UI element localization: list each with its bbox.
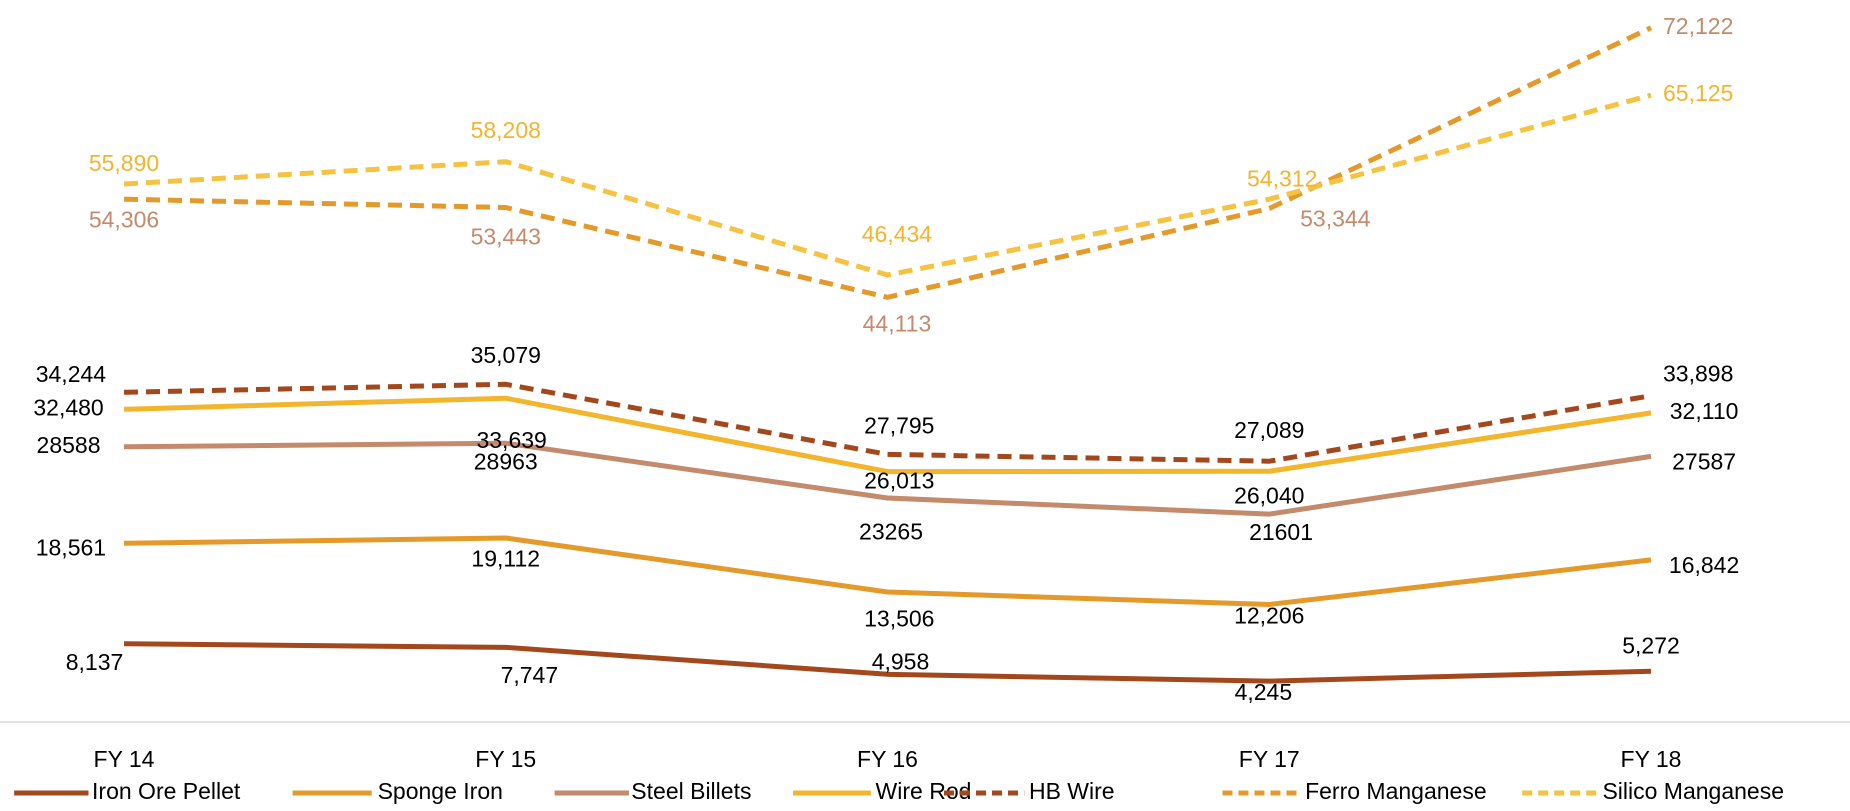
data-label: 26,013 [864,467,934,493]
data-label: 27,795 [864,412,934,438]
x-tick-label: FY 18 [1621,746,1682,772]
data-label: 32,480 [33,394,103,420]
data-label: 5,272 [1622,633,1680,659]
x-tick-label: FY 14 [94,746,155,772]
data-label: 4,958 [872,649,930,675]
data-label: 53,344 [1300,205,1371,231]
data-label: 58,208 [471,117,541,143]
series-line [123,535,1652,607]
data-label: 32,110 [1670,398,1739,424]
legend-label: Iron Ore Pellet [92,778,241,804]
data-label: 46,434 [862,221,933,247]
data-label: 27587 [1672,449,1736,475]
data-label: 65,125 [1663,80,1733,106]
data-label: 8,137 [66,649,124,675]
data-label: 16,842 [1669,552,1739,578]
data-label: 53,443 [471,223,541,249]
data-label: 27,089 [1234,417,1304,443]
legend-label: Steel Billets [631,778,751,804]
data-label: 54,312 [1247,165,1317,191]
series-line [123,25,1653,300]
data-label: 55,890 [89,150,159,176]
data-label: 13,506 [864,605,934,631]
series-line [123,381,1652,464]
data-label: 21601 [1249,519,1313,545]
data-label: 28588 [37,432,101,458]
data-label: 54,306 [89,207,159,233]
data-label: 33,898 [1663,361,1733,387]
legend-label: Ferro Manganese [1305,778,1487,804]
data-label: 7,747 [501,662,559,688]
data-label: 33,639 [476,427,546,453]
series-line [123,641,1652,684]
data-label: 34,244 [36,361,107,387]
legend-label: Sponge Iron [378,778,503,804]
data-label: 26,040 [1234,482,1304,508]
data-label: 12,206 [1234,603,1304,629]
x-tick-label: FY 16 [857,746,918,772]
series-line [123,440,1652,517]
legend-label: HB Wire [1029,778,1115,804]
data-label: 35,079 [471,342,541,368]
data-label: 23265 [859,519,923,545]
series-line [123,92,1652,278]
legend-label: Wire Rod [876,778,972,804]
data-label: 18,561 [36,534,106,560]
legend-label: Silico Manganese [1602,778,1784,804]
data-label: 72,122 [1663,13,1733,39]
data-label: 44,113 [863,311,932,337]
x-tick-label: FY 15 [475,746,536,772]
data-label: 4,245 [1235,679,1293,705]
x-tick-label: FY 17 [1239,746,1300,772]
series-line [123,395,1652,475]
data-label: 19,112 [471,546,540,572]
data-label: 28963 [474,448,538,474]
